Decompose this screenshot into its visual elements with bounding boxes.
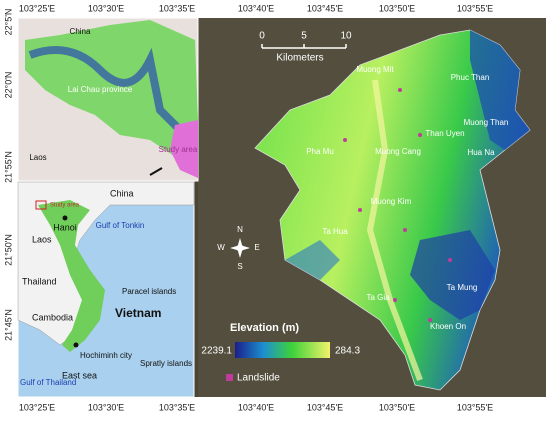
inset-label: Gulf of Tonkin — [96, 221, 145, 230]
province-valley — [28, 46, 183, 133]
top-label: 103°25'E — [19, 3, 55, 13]
legend-title: Elevation (m) — [230, 322, 299, 334]
compass-w: W — [217, 243, 225, 252]
place-label: Phuc Than — [451, 73, 490, 82]
inset-label: China — [70, 27, 91, 36]
legend-landslide: Landslide — [237, 373, 280, 384]
landslide-point — [358, 208, 362, 212]
inset-label: China — [110, 188, 134, 198]
top-label: 103°35'E — [159, 3, 195, 13]
inset-label: Study area — [159, 145, 198, 154]
place-label: Ta Gia — [366, 293, 390, 302]
top-label: 103°50'E — [379, 3, 415, 13]
place-label: Pha Mu — [306, 147, 334, 156]
landslide-point — [393, 298, 397, 302]
place-label: Muong Than — [464, 118, 509, 127]
landslide-point — [428, 318, 432, 322]
inset-label: Cambodia — [32, 312, 73, 322]
lowland-west — [285, 240, 340, 280]
vietnam — [38, 200, 105, 352]
place-label: Ta Hua — [322, 227, 348, 236]
place-label: Hua Na — [467, 148, 495, 157]
bottom-label: 103°25'E — [19, 402, 55, 412]
inset-label: Laos — [29, 153, 46, 162]
study-area-box — [35, 200, 47, 210]
elevation-ramp — [235, 342, 330, 358]
inset-label: Vietnam — [115, 306, 161, 320]
scale-label: 0 — [259, 31, 265, 42]
top-label: 103°45'E — [307, 3, 343, 13]
landslide-point — [448, 258, 452, 262]
scale-unit: Kilometers — [276, 53, 323, 64]
bottom-label: 103°40'E — [238, 402, 274, 412]
inset-label: Study area — [50, 203, 80, 209]
landslide-point — [418, 133, 422, 137]
inset-label: Lai Chau province — [68, 85, 133, 94]
inset-label: Laos — [32, 234, 52, 244]
legend-high: 2239.1 — [201, 346, 232, 357]
inset-arrow — [149, 167, 163, 176]
ridge — [366, 79, 423, 382]
compass-needle — [230, 245, 250, 251]
inset-label: East sea — [62, 370, 97, 380]
compass — [230, 238, 250, 258]
bottom-label: 103°50'E — [379, 402, 415, 412]
compass-e: E — [254, 243, 259, 252]
top-label: 103°55'E — [457, 3, 493, 13]
hcmc-dot — [73, 342, 79, 348]
place-label: Khoen On — [430, 322, 466, 331]
scale-label: 5 — [301, 31, 307, 42]
inset-label: Hanoi — [53, 222, 77, 232]
place-label: Than Uyen — [425, 129, 464, 138]
top-label: 103°30'E — [88, 3, 124, 13]
left-label: 21°45'N — [3, 309, 13, 341]
hanoi-dot — [62, 215, 68, 221]
bottom-label: 103°35'E — [159, 402, 195, 412]
bottom-label: 103°30'E — [88, 402, 124, 412]
compass-s: S — [237, 262, 242, 271]
inset-label: Spratly islands — [140, 359, 192, 368]
inset-label: Paracel islands — [122, 287, 176, 296]
landslides — [343, 88, 452, 322]
scale-bar — [261, 44, 347, 49]
frame-labels: 103°25'E 103°30'E 103°35'E 103°40'E 103°45'E… — [3, 3, 493, 412]
left-label: 22°0'N — [3, 72, 13, 99]
lowland-south — [410, 230, 495, 320]
landslide-point — [403, 228, 407, 232]
place-label: Ta Mung — [447, 283, 478, 292]
top-label: 103°40'E — [238, 3, 274, 13]
place-label: Muong Kim — [371, 197, 412, 206]
landslide-point — [398, 88, 402, 92]
bottom-label: 103°45'E — [307, 402, 343, 412]
inset-label: Thailand — [22, 276, 57, 286]
place-label: Muong Mit — [356, 65, 394, 74]
inset-label: Hochiminh city — [80, 351, 132, 360]
left-label: 21°55'N — [3, 151, 13, 183]
left-label: 21°50'N — [3, 234, 13, 266]
left-label: 22°5'N — [3, 9, 13, 36]
landslide-point — [343, 138, 347, 142]
landslide-symbol — [226, 374, 233, 381]
scale-label: 10 — [340, 31, 352, 42]
legend-low: 284.3 — [335, 346, 360, 357]
compass-n: N — [237, 225, 243, 234]
inset-label: Gulf of Thailand — [20, 378, 76, 387]
place-label: Muong Cang — [375, 147, 421, 156]
province-study-area — [170, 120, 198, 178]
bottom-label: 103°55'E — [457, 402, 493, 412]
lowland-east — [470, 30, 530, 150]
